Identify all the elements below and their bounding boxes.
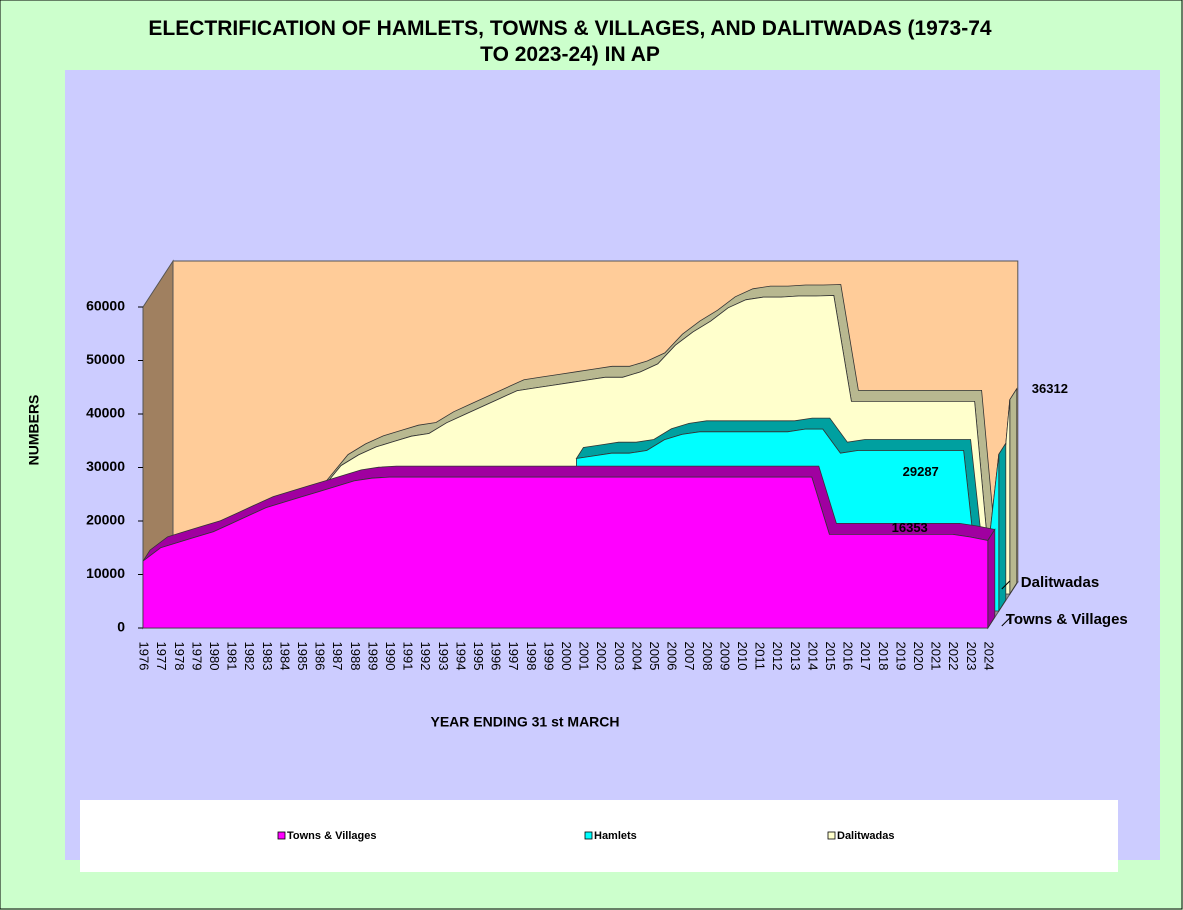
x-tick-label: 2010 [735, 642, 750, 671]
area-end [1009, 387, 1018, 596]
x-tick-label: 1990 [383, 642, 398, 671]
x-axis-title: YEAR ENDING 31 st MARCH [430, 714, 619, 730]
legend-label: Hamlets [594, 830, 637, 842]
legend-swatch [277, 831, 286, 840]
x-tick-label: 2013 [788, 642, 803, 671]
depth-label: Towns & Villages [1006, 611, 1128, 628]
x-tick-label: 1986 [313, 642, 328, 671]
x-tick-label: 1984 [277, 642, 292, 671]
x-tick-label: 1993 [436, 642, 451, 671]
legend-label: Dalitwadas [837, 830, 894, 842]
x-tick-label: 2017 [858, 642, 873, 671]
x-tick-label: 1983 [260, 642, 275, 671]
x-tick-label: 2004 [629, 642, 644, 671]
x-tick-label: 1977 [154, 642, 169, 671]
x-tick-label: 2014 [805, 642, 820, 671]
area [142, 476, 989, 629]
y-tick-label: 10000 [86, 565, 125, 581]
x-tick-label: 2005 [647, 642, 662, 671]
x-tick-label: 2019 [893, 642, 908, 671]
data-label: 16353 [892, 520, 928, 535]
chart-title: ELECTRIFICATION OF HAMLETS, TOWNS & VILL… [148, 17, 992, 66]
legend-swatch [584, 831, 593, 840]
x-tick-label: 2016 [841, 642, 856, 671]
data-label: 29287 [903, 464, 939, 479]
x-tick-label: 1979 [189, 642, 204, 671]
x-tick-label: 1994 [453, 642, 468, 671]
x-tick-label: 2003 [612, 642, 627, 671]
x-tick-label: 1987 [330, 642, 345, 671]
x-tick-label: 1989 [365, 642, 380, 671]
x-tick-label: 2018 [876, 642, 891, 671]
x-tick-label: 2001 [577, 642, 592, 671]
x-tick-label: 2011 [753, 642, 768, 670]
x-tick-label: 2015 [823, 642, 838, 671]
x-tick-label: 1981 [225, 642, 240, 671]
y-tick-label: 0 [117, 619, 125, 635]
x-tick-label: 2002 [594, 642, 609, 671]
y-tick-label: 40000 [86, 405, 125, 421]
depth-label: Dalitwadas [1021, 574, 1099, 591]
x-tick-label: 1980 [207, 642, 222, 671]
x-tick-label: 2000 [559, 642, 574, 671]
legend-box [80, 800, 1118, 872]
x-tick-label: 2009 [717, 642, 732, 671]
x-tick-label: 2006 [665, 642, 680, 671]
x-tick-label: 1982 [242, 642, 257, 671]
depth-tick [1001, 617, 1011, 627]
x-tick-label: 1985 [295, 642, 310, 671]
x-tick-label: 1992 [418, 642, 433, 671]
y-tick-label: 20000 [86, 512, 125, 528]
y-axis-title: NUMBERS [26, 395, 42, 466]
x-tick-label: 2023 [964, 642, 979, 671]
legend-swatch [827, 831, 836, 840]
x-tick-label: 2008 [700, 642, 715, 671]
depth-tick [1001, 580, 1011, 590]
x-tick-label: 2024 [981, 642, 996, 671]
area-end [987, 528, 996, 630]
x-tick-label: 1999 [541, 642, 556, 671]
x-tick-label: 2020 [911, 642, 926, 671]
y-tick-label: 50000 [86, 351, 125, 367]
y-tick-label: 60000 [86, 298, 125, 314]
x-tick-label: 1997 [506, 642, 521, 671]
data-label: 36312 [1032, 381, 1068, 396]
x-tick-label: 2012 [770, 642, 785, 671]
x-tick-label: 1978 [172, 642, 187, 671]
x-tick-label: 1995 [471, 642, 486, 671]
x-tick-label: 1998 [524, 642, 539, 671]
x-tick-label: 1996 [489, 642, 504, 671]
x-tick-label: 2021 [929, 642, 944, 671]
x-tick-label: 1991 [401, 642, 416, 671]
legend-label: Towns & Villages [287, 830, 376, 842]
y-tick-label: 30000 [86, 458, 125, 474]
x-tick-label: 2022 [946, 642, 961, 671]
x-tick-label: 1988 [348, 642, 363, 671]
x-tick-label: 2007 [682, 642, 697, 671]
x-tick-label: 1976 [137, 642, 152, 671]
